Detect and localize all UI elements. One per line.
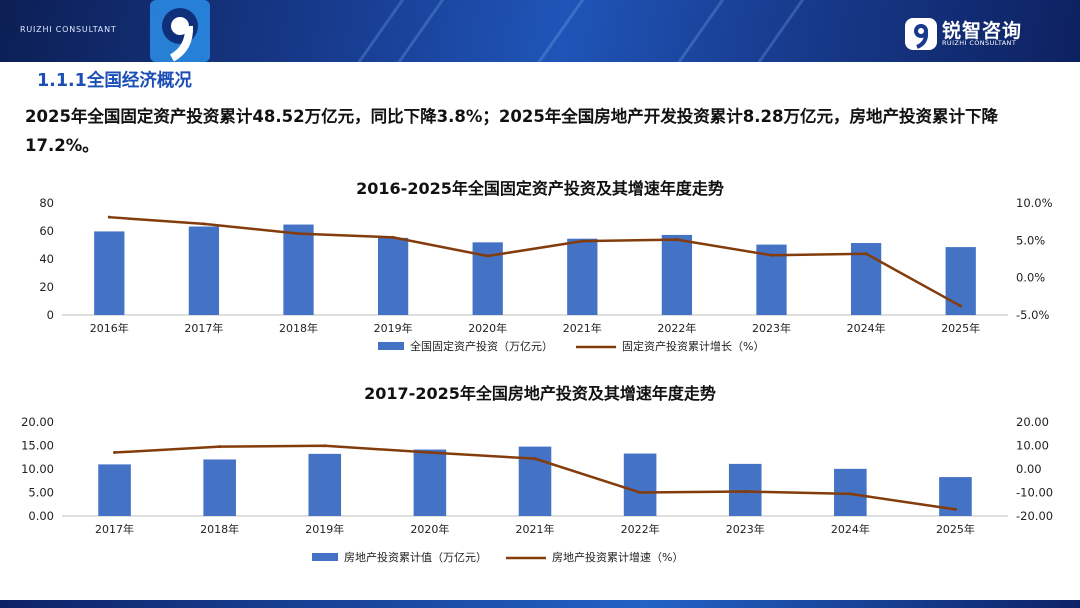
line-point xyxy=(953,507,957,511)
fixed-asset-investment-chart: 0 20 40 60 80 -5.0% 0.0% 5.0% 10.0% 2016年 2017年 201… xyxy=(39,196,1053,353)
line-point xyxy=(113,451,117,455)
legend-bar-swatch xyxy=(312,553,338,561)
legend-line-label: 固定资产投资累计增长（%） xyxy=(622,339,764,353)
line-point xyxy=(770,253,773,257)
line-point xyxy=(107,215,111,219)
bar xyxy=(188,226,220,315)
chart1-title: 2016-2025年全国固定资产投资及其增速年度走势 xyxy=(356,179,724,198)
line-point xyxy=(202,222,206,226)
bar xyxy=(413,449,447,516)
x-axis-tick-label: 2020年 xyxy=(410,522,449,536)
legend-line-label: 房地产投资累计增速（%） xyxy=(552,550,683,564)
line-point xyxy=(848,492,852,496)
company-logo: 锐智咨询 RUIZHI CONSULTANT xyxy=(904,17,1054,51)
x-axis-tick-label: 2025年 xyxy=(941,321,980,335)
x-axis-tick-label: 2024年 xyxy=(831,522,870,536)
company-mark-icon xyxy=(905,18,937,50)
right-axis-tick-label: 10.00 xyxy=(1016,439,1049,453)
right-axis-tick-label: -5.0% xyxy=(1016,308,1049,322)
bar xyxy=(94,231,125,315)
bar xyxy=(623,453,657,516)
x-axis-tick-label: 2017年 xyxy=(184,321,223,335)
left-axis-tick-label: 60 xyxy=(39,224,54,238)
line-point xyxy=(428,451,432,455)
bar xyxy=(377,237,409,315)
real-estate-investment-chart: 0.00 5.00 10.00 15.00 20.00 -20.00 -10.00 0.00 1… xyxy=(21,415,1053,564)
x-axis-tick-label: 2017年 xyxy=(95,522,134,536)
company-logo-text: 锐智咨询 xyxy=(942,20,1023,42)
bar xyxy=(567,238,598,315)
section-title: 1.1.1全国经济概况 xyxy=(37,71,192,91)
left-axis-tick-label: 40 xyxy=(39,252,54,266)
bar xyxy=(203,459,236,516)
line-point xyxy=(638,491,642,494)
left-axis-tick-label: 5.00 xyxy=(28,486,54,500)
summary-text: 2025年全国固定资产投资累计48.52万亿元，同比下降3.8%；2025年全国… xyxy=(25,107,999,155)
line-point xyxy=(391,235,395,239)
right-axis-tick-label: 0.0% xyxy=(1016,271,1045,285)
legend-bar-swatch xyxy=(378,342,404,350)
chart2-title: 2017-2025年全国房地产投资及其增速年度走势 xyxy=(364,384,716,403)
growth-line xyxy=(109,215,962,308)
x-axis-tick-label: 2025年 xyxy=(936,522,975,536)
x-axis-tick-label: 2020年 xyxy=(468,321,507,335)
left-axis-tick-label: 80 xyxy=(39,196,54,210)
header-banner: RUIZHI CONSULTANT 锐智咨询 RUIZHI CONSULTANT xyxy=(0,0,1080,62)
x-axis-tick-label: 2018年 xyxy=(279,321,318,335)
right-axis-tick-label: 5.0% xyxy=(1016,233,1045,247)
line-point xyxy=(864,252,868,256)
bar xyxy=(661,234,693,315)
line-point xyxy=(486,254,490,258)
left-axis-tick-label: 20 xyxy=(39,280,54,294)
line-point xyxy=(533,457,537,461)
x-axis-tick-label: 2024年 xyxy=(847,321,886,335)
left-axis-tick-label: 10.00 xyxy=(21,462,54,476)
line-point xyxy=(743,490,747,494)
x-axis-tick-label: 2016年 xyxy=(90,321,129,335)
legend-bar-label: 全国固定资产投资（万亿元） xyxy=(410,339,553,353)
line-point xyxy=(580,239,584,243)
emblem-logo-icon xyxy=(150,0,210,62)
x-axis-tick-label: 2021年 xyxy=(516,522,555,536)
legend-bar-label: 房地产投资累计值（万亿元） xyxy=(344,550,487,564)
bar xyxy=(945,247,976,315)
left-axis-tick-label: 20.00 xyxy=(21,415,54,429)
bar xyxy=(308,453,342,516)
line-point xyxy=(675,238,679,242)
left-axis-tick-label: 0 xyxy=(47,308,54,322)
x-axis-tick-label: 2023年 xyxy=(752,321,791,335)
bar xyxy=(98,464,131,516)
line-point xyxy=(297,232,300,236)
x-axis-tick-label: 2021年 xyxy=(563,321,602,335)
right-axis-tick-label: 0.00 xyxy=(1016,462,1042,476)
x-axis-tick-label: 2023年 xyxy=(726,522,765,536)
x-axis-tick-label: 2019年 xyxy=(305,522,344,536)
right-axis-tick-label: -20.00 xyxy=(1016,509,1053,523)
x-axis-tick-label: 2018年 xyxy=(200,522,239,536)
brand-tagline: RUIZHI CONSULTANT xyxy=(20,25,117,34)
left-axis-tick-label: 15.00 xyxy=(21,439,54,453)
right-axis-tick-label: 20.00 xyxy=(1016,415,1049,429)
line-point xyxy=(218,445,222,449)
x-axis-tick-label: 2019年 xyxy=(374,321,413,335)
bottom-stripe xyxy=(0,600,1080,608)
left-axis-tick-label: 0.00 xyxy=(28,509,54,523)
right-axis-tick-label: -10.00 xyxy=(1016,486,1053,500)
x-axis-tick-label: 2022年 xyxy=(621,522,660,536)
x-axis-tick-label: 2022年 xyxy=(657,321,696,335)
bar xyxy=(728,463,762,516)
bar xyxy=(283,224,314,315)
line-point xyxy=(323,444,327,448)
company-logo-subtext: RUIZHI CONSULTANT xyxy=(942,39,1017,47)
line-point xyxy=(959,304,963,308)
right-axis-tick-label: 10.0% xyxy=(1016,196,1053,210)
